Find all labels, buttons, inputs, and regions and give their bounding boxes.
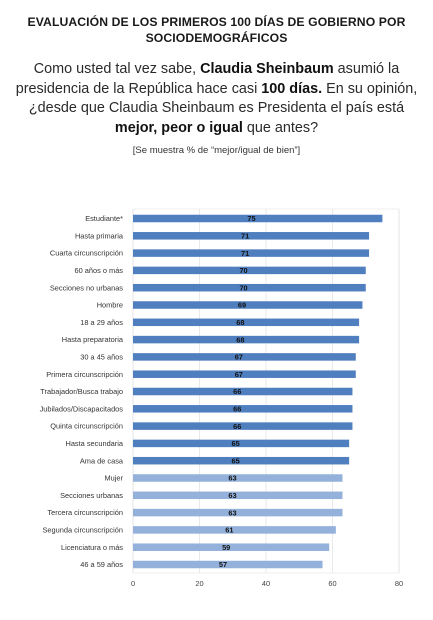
category-label: Trabajador/Busca trabajo bbox=[40, 387, 123, 396]
category-label: 30 a 45 años bbox=[80, 353, 123, 362]
data-label: 75 bbox=[247, 214, 255, 223]
category-label: Secciones no urbanas bbox=[50, 283, 123, 292]
bar-17 bbox=[133, 491, 343, 500]
data-label: 63 bbox=[228, 491, 236, 500]
category-label: Cuarta circunscripción bbox=[50, 249, 123, 258]
bar-11 bbox=[133, 387, 353, 396]
data-label: 71 bbox=[241, 232, 249, 241]
data-label: 68 bbox=[236, 318, 244, 327]
chart-note: [Se muestra % de “mejor/igual de bien”] bbox=[132, 145, 301, 156]
data-label: 70 bbox=[239, 266, 247, 275]
bar-14 bbox=[133, 439, 350, 448]
bar-19 bbox=[133, 526, 336, 534]
x-tick-label: 40 bbox=[262, 579, 270, 588]
category-label: Segunda circunscripción bbox=[42, 526, 123, 535]
category-label: Mujer bbox=[105, 474, 124, 483]
data-label: 65 bbox=[232, 456, 240, 465]
data-label: 61 bbox=[225, 526, 233, 535]
question-text-4: que antes? bbox=[242, 119, 319, 136]
category-label: 18 a 29 años bbox=[80, 318, 123, 327]
x-tick-label: 0 bbox=[131, 579, 135, 588]
question-bold-3: mejor, peor o igual bbox=[114, 119, 243, 136]
data-label: 70 bbox=[239, 283, 247, 292]
chart-title: EVALUACIÓN DE LOS PRIMEROS 100 DÍAS DE G… bbox=[10, 14, 423, 46]
bar-20 bbox=[133, 543, 330, 551]
category-label: Ama de casa bbox=[80, 456, 124, 465]
category-label: 60 años o más bbox=[75, 266, 124, 275]
bar-5 bbox=[133, 283, 366, 292]
x-tick-label: 80 bbox=[395, 579, 403, 588]
data-label: 71 bbox=[241, 249, 249, 258]
survey-question: Como usted tal vez sabe, Claudia Sheinba… bbox=[12, 60, 421, 138]
bar-9 bbox=[133, 353, 356, 361]
data-label: 68 bbox=[236, 335, 244, 344]
bar-3 bbox=[133, 249, 370, 257]
data-label: 66 bbox=[233, 387, 241, 396]
data-label: 59 bbox=[222, 543, 230, 552]
bar-4 bbox=[133, 266, 366, 275]
bar-18 bbox=[133, 508, 343, 517]
data-label: 69 bbox=[238, 301, 246, 310]
x-tick-label: 20 bbox=[195, 579, 203, 588]
question-text-1: Como usted tal vez sabe, bbox=[33, 61, 201, 77]
data-label: 66 bbox=[233, 422, 241, 431]
category-label: Quinta circunscripción bbox=[50, 422, 123, 431]
data-label: 65 bbox=[232, 439, 240, 448]
category-label: Jubilados/Discapacitados bbox=[40, 404, 124, 413]
x-tick-label: 60 bbox=[328, 579, 336, 588]
category-label: Hasta preparatoria bbox=[62, 335, 124, 344]
question-text-2: asumió la presidencia de la República ha… bbox=[15, 61, 400, 97]
question-bold-1: Claudia Sheinbaum bbox=[200, 61, 334, 77]
bar-12 bbox=[133, 405, 353, 413]
category-label: Hombre bbox=[97, 301, 123, 310]
data-label: 66 bbox=[233, 405, 241, 414]
category-label: Secciones urbanas bbox=[60, 491, 123, 500]
question-bold-2: 100 días. bbox=[261, 80, 323, 97]
bar-15 bbox=[133, 456, 350, 465]
chart-title-line2: SOCIODEMOGRÁFICOS bbox=[145, 31, 288, 45]
bar-13 bbox=[133, 422, 353, 430]
data-label: 67 bbox=[235, 353, 243, 362]
bar-8 bbox=[133, 335, 360, 344]
data-label: 63 bbox=[228, 474, 236, 483]
category-label: Primera circunscripción bbox=[46, 370, 123, 379]
category-label: Hasta primaria bbox=[75, 231, 124, 240]
question-text-3: En su opinión, ¿desde que Claudia Sheinb… bbox=[28, 80, 418, 117]
category-label: Licenciatura o más bbox=[61, 543, 123, 552]
data-label: 67 bbox=[235, 370, 243, 379]
category-label: Estudiante* bbox=[85, 214, 123, 223]
bar-21 bbox=[133, 560, 323, 569]
bar-16 bbox=[133, 474, 343, 482]
data-label: 63 bbox=[228, 508, 236, 517]
bar-10 bbox=[133, 370, 356, 378]
category-label: 46 a 59 años bbox=[80, 560, 123, 569]
category-label: Hasta secundaria bbox=[65, 439, 123, 448]
chart-title-line1: EVALUACIÓN DE LOS PRIMEROS 100 DÍAS DE G… bbox=[27, 15, 406, 29]
data-label: 57 bbox=[219, 560, 227, 569]
category-label: Tercera circunscripción bbox=[47, 508, 123, 517]
bar-6 bbox=[133, 301, 363, 309]
bar-7 bbox=[133, 318, 360, 327]
bar-1 bbox=[133, 214, 383, 223]
bar-2 bbox=[133, 232, 370, 240]
